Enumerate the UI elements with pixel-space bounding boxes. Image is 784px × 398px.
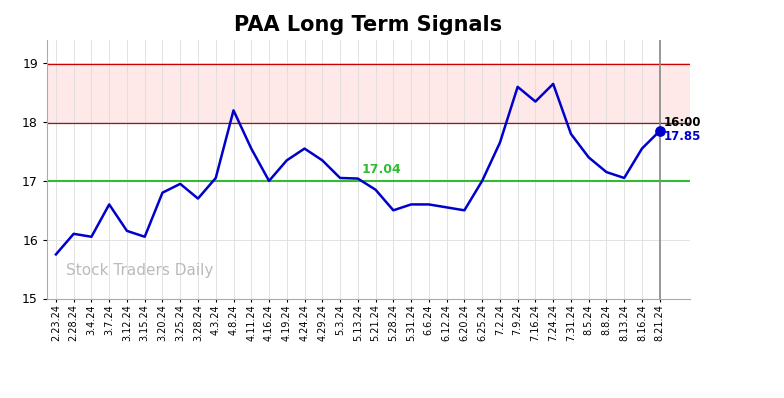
Text: 17.04: 17.04: [361, 163, 401, 176]
Bar: [47, 64, 690, 123]
Text: 17.85: 17.85: [664, 130, 702, 143]
Point: [653, 128, 666, 134]
Title: PAA Long Term Signals: PAA Long Term Signals: [234, 16, 503, 35]
Text: Stock Traders Daily: Stock Traders Daily: [67, 263, 214, 278]
Text: 16:00: 16:00: [664, 116, 702, 129]
